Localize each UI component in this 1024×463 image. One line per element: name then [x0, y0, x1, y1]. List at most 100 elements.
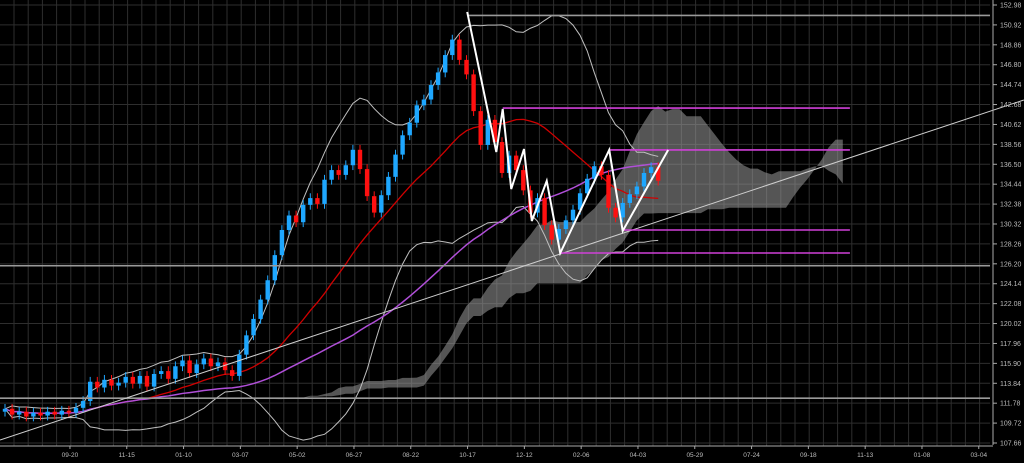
- candle-body: [364, 169, 370, 197]
- x-tick-label: 09-20: [62, 452, 79, 459]
- x-tick-label: 05-29: [686, 452, 703, 459]
- candle-body: [592, 166, 597, 179]
- candle-body: [648, 167, 654, 173]
- y-tick-label: 124.14: [1000, 281, 1022, 288]
- y-tick-label: 117.96: [1000, 341, 1021, 348]
- candle-body: [393, 154, 398, 177]
- y-tick-label: 152.98: [1000, 3, 1022, 10]
- y-axis: 152.98 150.92 148.86 146.80 144.74 142.68 140.…: [992, 0, 1022, 448]
- candle-body: [542, 198, 547, 226]
- candle-body: [315, 198, 320, 204]
- candle-body: [88, 381, 93, 402]
- y-tick-label: 122.08: [1000, 301, 1022, 308]
- y-tick-label: 146.80: [1000, 62, 1022, 69]
- x-tick-label: 12-12: [516, 452, 533, 459]
- candle-body: [286, 215, 292, 230]
- lower-band-line: [4, 205, 659, 441]
- candle-body: [244, 335, 249, 355]
- y-tick-label: 120.02: [1000, 321, 1022, 328]
- candle-body: [386, 176, 391, 196]
- x-tick-label: 01-08: [914, 452, 931, 459]
- candle-body: [59, 410, 64, 415]
- candle-body: [372, 196, 377, 213]
- candle-body: [137, 375, 143, 384]
- x-tick-label: 04-03: [630, 452, 647, 459]
- y-tick-label: 115.90: [1000, 361, 1021, 368]
- candle-body: [95, 381, 100, 388]
- ichimoku-cloud: [189, 106, 843, 413]
- y-tick-label: 136.50: [1000, 162, 1022, 169]
- x-tick-label: 08-22: [402, 452, 419, 459]
- y-tick-label: 150.92: [1000, 22, 1022, 29]
- candle-body: [379, 195, 384, 213]
- candle-body: [2, 408, 8, 412]
- candle-body: [599, 166, 604, 175]
- candle-body: [336, 170, 341, 175]
- candle-body: [400, 135, 405, 155]
- y-tick-label: 134.44: [1000, 182, 1022, 189]
- candle-body: [308, 198, 313, 205]
- zigzag-line: [466, 11, 670, 257]
- x-tick-label: 03-07: [232, 452, 249, 459]
- x-tick-label: 03-04: [970, 452, 987, 459]
- y-tick-label: 126.20: [1000, 261, 1022, 268]
- candle-body: [123, 376, 128, 383]
- y-tick-label: 144.74: [1000, 82, 1022, 89]
- y-tick-label: 113.84: [1000, 381, 1021, 388]
- candle-body: [322, 179, 327, 204]
- candle-body: [166, 371, 171, 379]
- cloud-area: [189, 106, 843, 413]
- candle-body: [237, 354, 242, 376]
- candle-body: [230, 370, 235, 376]
- candle-body: [159, 371, 164, 374]
- candle-body: [421, 99, 427, 106]
- candle-body: [17, 411, 22, 415]
- y-tick-label: 140.62: [1000, 122, 1022, 129]
- trend-line: [0, 99, 1024, 441]
- y-tick-label: 148.86: [1000, 42, 1022, 49]
- candle-body: [620, 202, 625, 218]
- candle-body: [499, 142, 505, 173]
- candle-body: [435, 72, 441, 86]
- candle-body: [187, 360, 192, 374]
- candle-body: [350, 149, 356, 166]
- x-tick-label: 06-27: [346, 452, 363, 459]
- long-moving-average-line: [4, 162, 659, 415]
- candle-body: [450, 39, 455, 56]
- candle-body: [570, 209, 576, 221]
- candle-body: [471, 74, 476, 112]
- x-tick-label: 05-02: [289, 452, 306, 459]
- candles: [2, 34, 661, 422]
- candle-body: [9, 408, 15, 415]
- candle-body: [144, 375, 150, 387]
- candle-body: [563, 220, 569, 230]
- candle-body: [45, 411, 50, 416]
- candle-body: [641, 172, 647, 187]
- y-tick-label: 138.56: [1000, 142, 1022, 149]
- x-tick-label: 01-10: [175, 452, 192, 459]
- candle-body: [656, 167, 661, 181]
- x-tick-label: 11-15: [119, 452, 136, 459]
- candle-body: [457, 39, 462, 60]
- candle-body: [194, 364, 199, 374]
- candle-body: [485, 119, 490, 145]
- candle-body: [492, 119, 498, 143]
- candle-body: [343, 165, 348, 175]
- candle-body: [151, 373, 157, 387]
- candle-body: [464, 59, 469, 75]
- candle-body: [443, 55, 448, 73]
- candle-body: [634, 186, 640, 195]
- candle-body: [301, 204, 306, 223]
- candle-body: [109, 379, 114, 386]
- y-tick-label: 128.26: [1000, 241, 1022, 248]
- candle-body: [613, 207, 618, 218]
- candle-body: [279, 229, 285, 256]
- candle-body: [222, 362, 228, 371]
- x-tick-label: 10-17: [459, 452, 476, 459]
- candle-body: [549, 225, 554, 240]
- candle-body: [627, 194, 632, 203]
- candle-body: [215, 362, 221, 367]
- x-tick-label: 09-18: [800, 452, 817, 459]
- candle-body: [606, 174, 611, 208]
